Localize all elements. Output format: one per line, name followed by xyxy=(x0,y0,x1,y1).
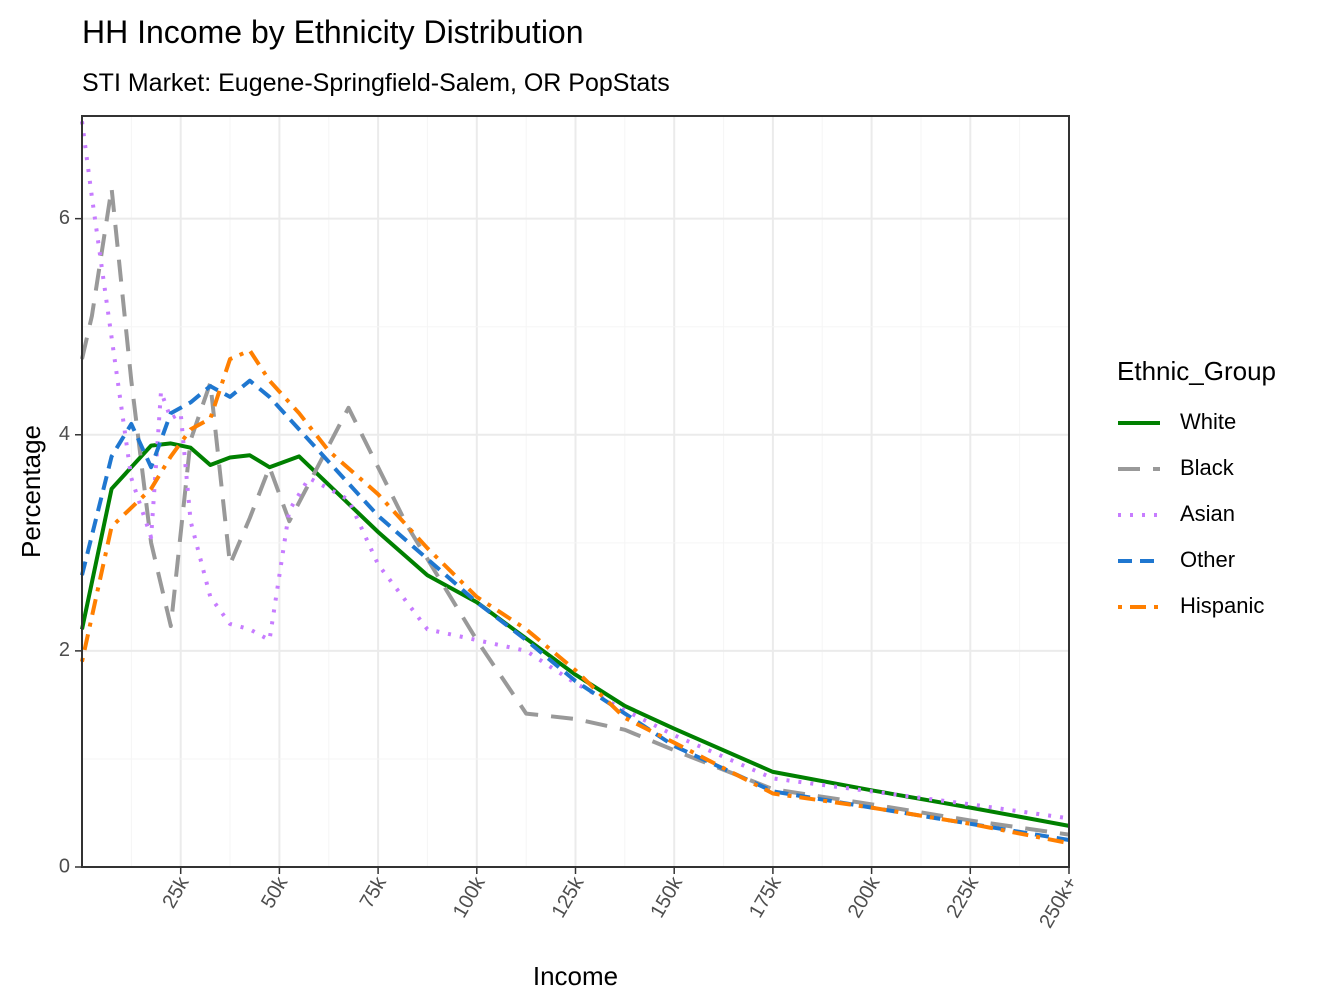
y-axis: 0 2 4 6 xyxy=(59,207,82,877)
x-tick-label: 125k xyxy=(548,872,589,921)
x-tick-label: 150k xyxy=(646,872,687,921)
x-tick-label: 75k xyxy=(356,872,392,912)
legend: Ethnic_Group White Black Asian Other Hispani… xyxy=(1117,356,1276,618)
x-tick-label: 100k xyxy=(449,872,490,921)
chart-subtitle: STI Market: Eugene-Springfield-Salem, OR… xyxy=(82,69,670,97)
legend-title: Ethnic_Group xyxy=(1117,356,1276,386)
legend-label: Asian xyxy=(1180,501,1235,526)
legend-label: Black xyxy=(1180,455,1235,480)
legend-item-white: White xyxy=(1118,409,1236,434)
series-lines xyxy=(80,121,1070,846)
legend-label: White xyxy=(1180,409,1236,434)
grid-lines xyxy=(81,116,1070,868)
x-tick-label: 175k xyxy=(745,872,786,921)
y-tick-label: 0 xyxy=(59,855,70,877)
legend-label: Hispanic xyxy=(1180,593,1264,618)
legend-item-black: Black xyxy=(1118,455,1235,480)
legend-item-other: Other xyxy=(1118,547,1235,572)
x-tick-label: 50k xyxy=(257,872,293,912)
legend-label: Other xyxy=(1180,547,1235,572)
y-axis-title: Percentage xyxy=(16,425,46,558)
series-line-black xyxy=(80,186,1070,837)
y-tick-label: 4 xyxy=(59,423,70,445)
x-axis-title: Income xyxy=(533,961,618,991)
chart-title: HH Income by Ethnicity Distribution xyxy=(82,14,584,50)
series-line-white xyxy=(80,441,1070,828)
y-tick-label: 2 xyxy=(59,639,70,661)
legend-item-hispanic: Hispanic xyxy=(1118,593,1264,618)
x-tick-label: 225k xyxy=(942,872,983,921)
y-tick-label: 6 xyxy=(59,207,70,229)
x-tick-label: 250k+ xyxy=(1035,873,1082,932)
x-tick-label: 25k xyxy=(158,872,194,912)
series-line-hispanic xyxy=(80,348,1070,846)
legend-item-asian: Asian xyxy=(1118,501,1235,526)
x-axis: 25k 50k 75k 100k 125k 150k 175k 200k 225k 250k+ xyxy=(158,867,1082,932)
x-tick-label: 200k xyxy=(844,872,885,921)
